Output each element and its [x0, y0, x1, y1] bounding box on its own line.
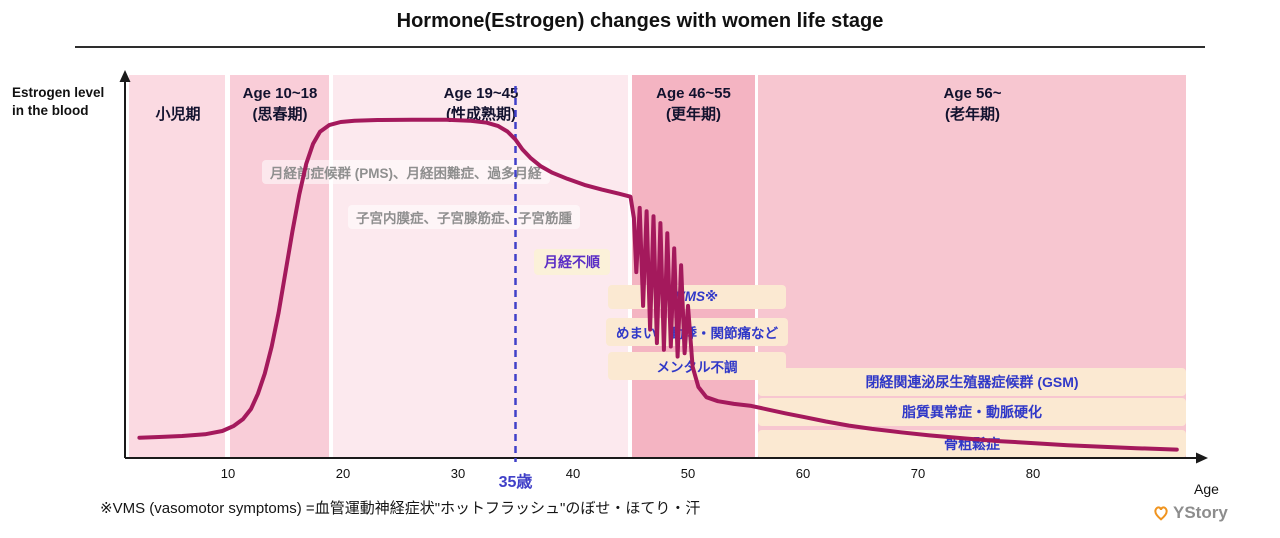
y-axis-label-line2: in the blood: [12, 103, 89, 118]
stage-label-senior: Age 56~ (老年期): [757, 83, 1188, 125]
stage-sublabel-text: (更年期): [666, 106, 721, 123]
y-axis-label: Estrogen level in the blood: [12, 84, 104, 120]
stage-band-childhood: [129, 75, 225, 458]
annotation-irregular-menses: 月経不順: [534, 249, 610, 275]
x-axis-arrow-icon: [1196, 452, 1208, 464]
chart-title: Hormone(Estrogen) changes with women lif…: [396, 10, 884, 32]
stage-label-text: 小児期: [155, 106, 201, 123]
x-tick-10: 10: [220, 466, 236, 481]
stage-label-reproductive: Age 19~45 (性成熟期): [331, 83, 631, 125]
stage-sublabel-text: (性成熟期): [446, 106, 516, 123]
annotation-dyslipidemia: 脂質異常症・動脈硬化: [758, 398, 1186, 426]
stage-sublabel-text: (思春期): [252, 106, 308, 123]
y-axis-label-line1: Estrogen level: [12, 85, 105, 100]
stage-label-menopause: Age 46~55 (更年期): [630, 83, 757, 125]
stage-band-puberty: [230, 75, 329, 458]
stage-label-text: Age 56~: [943, 85, 1002, 102]
stage-band-menopause: [632, 75, 755, 458]
stage-label-text: Age 19~45: [443, 85, 519, 102]
annotation-uterine: 子宮内膜症、子宮腺筋症、子宮筋腫: [348, 205, 580, 229]
stage-label-childhood: 小児期: [128, 104, 228, 125]
x-tick-60: 60: [795, 466, 811, 481]
stage-label-text: Age 10~18: [242, 85, 318, 102]
annotation-dizziness: めまい・動悸・関節痛など: [606, 318, 788, 346]
stage-sublabel-text: (老年期): [945, 106, 1000, 123]
annotation-pms: 月経前症候群 (PMS)、月経困難症、過多月経: [262, 160, 550, 184]
x-tick-70: 70: [910, 466, 926, 481]
logo-text: YStory: [1173, 503, 1228, 522]
x-tick-50: 50: [680, 466, 696, 481]
stage-label-text: Age 46~55: [656, 85, 731, 102]
x-axis-ticks: 10 20 30 40 50 60 70 80: [0, 466, 1280, 486]
vms-footnote: ※VMS (vasomotor symptoms) =血管運動神経症状"ホットフ…: [100, 500, 701, 517]
x-axis-label: Age: [1194, 481, 1219, 497]
annotation-vms: VMS※: [608, 285, 786, 309]
annotation-osteoporosis: 骨粗鬆症: [758, 430, 1186, 458]
x-tick-80: 80: [1025, 466, 1041, 481]
marker-age-label: 35歳: [498, 474, 533, 491]
x-tick-20: 20: [335, 466, 351, 481]
x-tick-30: 30: [450, 466, 466, 481]
heart-icon: [1154, 506, 1168, 521]
title-underline: [75, 46, 1205, 48]
ystory-logo: YStory: [1152, 503, 1228, 523]
x-tick-40: 40: [565, 466, 581, 481]
annotation-gsm: 閉経関連泌尿生殖器症候群 (GSM): [758, 368, 1186, 396]
stage-label-puberty: Age 10~18 (思春期): [228, 83, 332, 125]
